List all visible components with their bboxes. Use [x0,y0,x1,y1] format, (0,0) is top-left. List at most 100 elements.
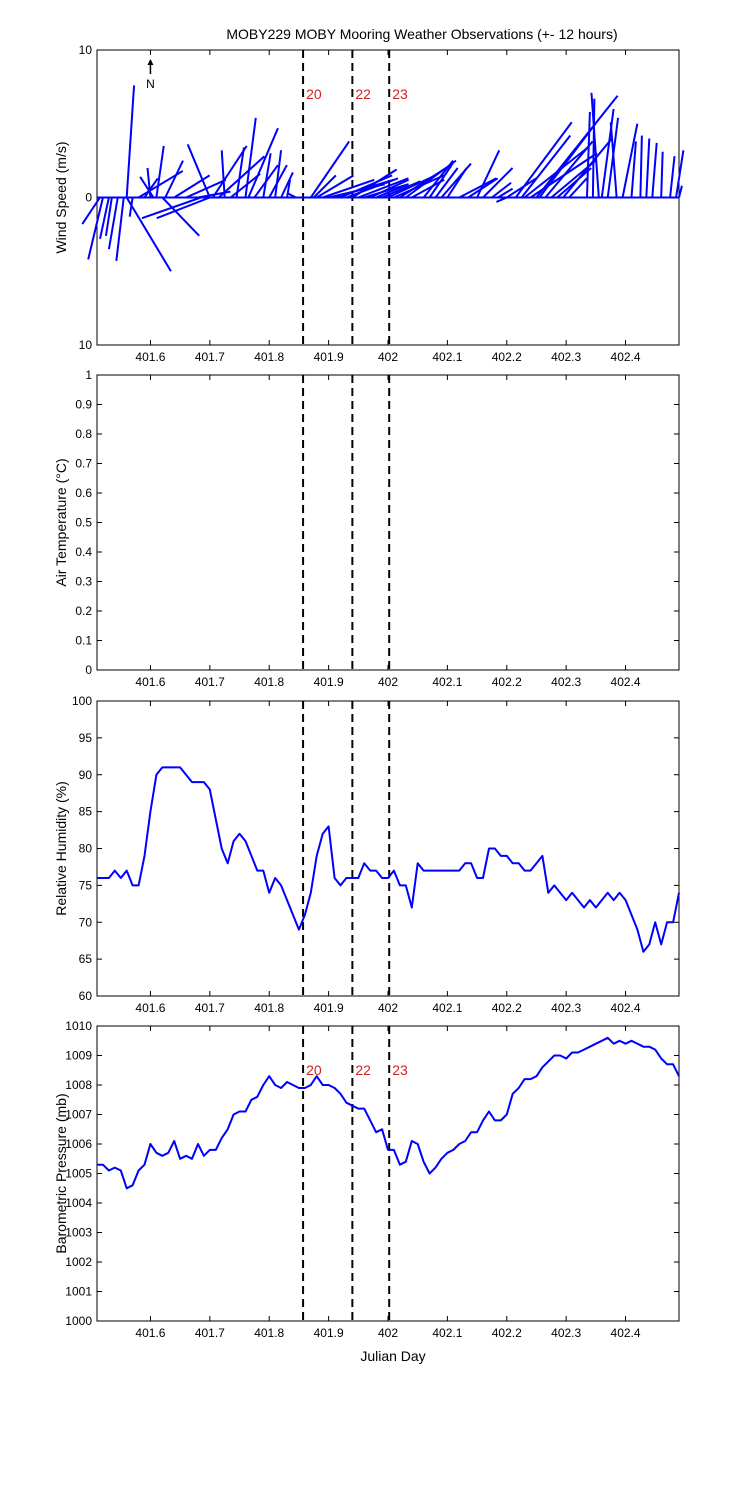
wind-vector [591,98,596,198]
wind-vector [173,174,211,199]
y-tick-label: 0.3 [75,575,92,589]
y-tick-label: 70 [79,915,93,929]
y-tick-label: 0.1 [75,634,92,648]
y-tick-label: 1000 [65,1314,92,1328]
wind-vector [107,197,119,250]
wind-vector [139,176,155,199]
wind-vector [218,155,266,199]
x-tick-label: 401.6 [135,675,165,689]
x-tick-label: 402.4 [611,675,641,689]
wind-vector [280,171,294,198]
wind-vector [375,183,409,199]
wind-vector [81,196,101,225]
wind-vector [351,168,398,199]
event-label: 22 [355,86,371,102]
y-axis-label: Barometric Pressure (mb) [53,1093,69,1253]
wind-vector [506,177,537,199]
wind-vector [585,111,591,198]
wind-vector [186,144,211,198]
y-tick-label: 0 [85,191,92,205]
wind-vector [660,151,664,198]
wind-vector [115,197,125,262]
x-axis-label: Julian Day [360,1348,425,1364]
wind-vector [381,180,421,199]
wind-vector [244,117,257,198]
y-tick-label: 10 [79,43,93,57]
air-temperature-panel: 401.6 401.7 401.8 401.9 402 402.1 402.2 402.3 40… [53,368,680,689]
relative-humidity-line [97,766,680,953]
y-tick-label: 1008 [65,1078,92,1092]
wind-vector [482,167,514,199]
wind-vector [99,197,110,240]
y-tick-label: 0.9 [75,398,92,412]
y-axis-label: Air Temperature (°C) [53,458,69,586]
wind-vector [497,187,514,199]
wind-vector [357,177,409,199]
wind-vector [141,196,202,220]
wind-vector [161,196,200,237]
wind-vector [87,197,104,260]
wind-vector [639,135,643,198]
north-label: N [146,77,155,91]
wind-vector [340,174,393,199]
x-tick-label: 402 [378,675,398,689]
x-tick-label: 401.8 [254,1001,284,1015]
x-tick-label: 401.8 [254,350,284,364]
wind-vector [211,145,248,199]
y-tick-label: 1002 [65,1255,92,1269]
y-tick-label: 0.6 [75,486,92,500]
x-tick-label: 401.9 [314,675,344,689]
wind-vector [428,164,453,199]
x-tick-label: 402.4 [611,1326,641,1340]
y-tick-label: 1004 [65,1196,92,1210]
wind-vector [496,196,508,203]
wind-vector [544,140,594,199]
wind-vector [229,173,261,199]
y-tick-label: 60 [79,989,93,1003]
wind-vector [669,156,676,198]
y-tick-label: 65 [79,952,93,966]
event-label: 22 [355,1062,371,1078]
wind-vector [678,185,683,198]
y-tick-label: 1010 [65,1019,92,1033]
x-tick-label: 402.3 [551,1001,581,1015]
y-tick-label: 95 [79,731,93,745]
wind-vector [590,92,600,198]
wind-vector [568,177,588,199]
x-tick-label: 401.9 [314,350,344,364]
event-label: 20 [306,86,322,102]
barometric-pressure-line [97,1036,680,1190]
wind-vector [630,141,637,198]
wind-vector [125,85,136,198]
wind-vector [387,175,433,199]
x-tick-label: 402.1 [432,350,462,364]
x-tick-label: 401.6 [135,350,165,364]
y-tick-label: 1 [85,368,92,382]
event-label: 23 [392,86,408,102]
y-tick-label: 0.8 [75,427,92,441]
plot-frame [96,374,680,671]
relative-humidity-panel: 401.6 401.7 401.8 401.9 402 402.1 402.2 402.3 40… [53,694,680,1015]
wind-vector [422,160,454,199]
wind-vector [538,123,597,199]
wind-vector [125,196,172,272]
wind-vector [675,150,685,198]
chart-panels: 401.6 401.7 401.8 401.9 402 402.1 402.2 402.3 40… [53,43,685,1340]
wind-vector [609,122,618,198]
wind-vector [286,179,291,198]
wind-vector [309,140,350,199]
wind-vector [235,147,245,198]
plot-frame [96,1025,680,1322]
x-tick-label: 402.3 [551,350,581,364]
x-tick-label: 401.7 [195,1001,225,1015]
y-tick-label: 1009 [65,1049,92,1063]
x-tick-label: 401.9 [314,1001,344,1015]
x-tick-label: 402.3 [551,1326,581,1340]
plot-frame [96,700,680,997]
y-tick-label: 1005 [65,1167,92,1181]
x-tick-label: 401.9 [314,1326,344,1340]
x-tick-label: 402.1 [432,1326,462,1340]
x-tick-label: 402.2 [492,1001,522,1015]
y-tick-label: 1003 [65,1226,92,1240]
